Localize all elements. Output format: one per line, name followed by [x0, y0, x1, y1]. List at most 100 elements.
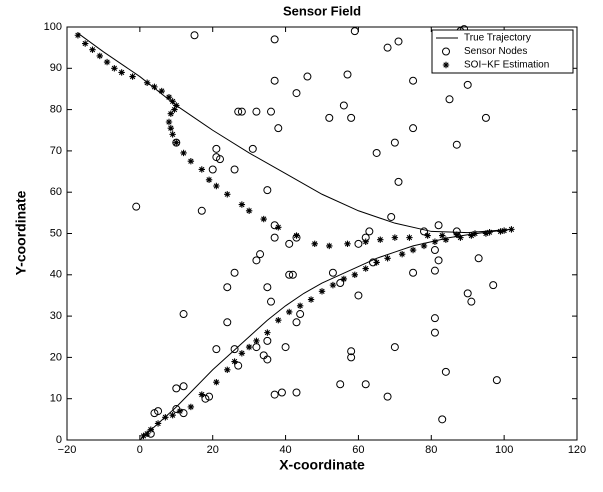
sensor-node: [347, 113, 356, 122]
estimate-point: [96, 52, 103, 60]
estimate-point: [264, 329, 271, 336]
estimate-point: [180, 149, 187, 157]
sensor-node: [230, 345, 239, 354]
estimate-point: [296, 302, 304, 309]
sensor-node: [252, 256, 261, 265]
sensor-node: [438, 415, 447, 424]
sensor-node: [212, 345, 221, 354]
sensor-node: [259, 351, 268, 360]
estimate-point: [373, 259, 380, 266]
sensor-node: [132, 202, 141, 211]
sensor-node: [303, 72, 312, 81]
sensor-node: [383, 43, 392, 52]
sensor-node: [292, 89, 301, 98]
y-tick-label: 10: [50, 393, 62, 405]
sensor-node: [154, 407, 163, 416]
estimate-point: [143, 430, 151, 438]
sensor-node: [234, 107, 243, 116]
estimate-point: [329, 281, 337, 289]
sensor-node: [190, 31, 199, 40]
estimate-point: [158, 87, 165, 95]
estimate-point: [362, 238, 369, 245]
sensor-node: [270, 35, 279, 44]
estimate-point: [351, 271, 358, 278]
sensor-node: [481, 113, 490, 122]
x-tick-label: 40: [279, 444, 291, 456]
sensor-node: [354, 291, 363, 300]
estimate-point: [169, 98, 176, 105]
estimate-point: [457, 234, 464, 241]
estimate-point: [74, 32, 82, 39]
y-tick-label: 20: [50, 351, 62, 363]
estimate-point: [471, 230, 479, 237]
estimate-point: [409, 246, 417, 254]
sensor-node: [172, 138, 181, 147]
x-tick-label: 100: [495, 444, 513, 456]
sensor-node: [394, 177, 403, 186]
legend-label: Sensor Nodes: [464, 46, 527, 57]
sensor-node: [179, 310, 188, 319]
sensor-node: [197, 206, 206, 215]
estimate-point: [198, 166, 205, 173]
estimate-point: [231, 358, 238, 365]
sensor-node: [350, 27, 359, 36]
sensor-node: [365, 227, 374, 236]
y-tick-label: 50: [50, 227, 62, 239]
estimate-point: [213, 182, 220, 190]
estimate-point: [508, 226, 515, 233]
sensor-node: [263, 186, 272, 195]
sensor-node: [216, 155, 224, 164]
sensor-node: [387, 212, 396, 221]
sensor-node: [339, 101, 348, 110]
estimate-point: [82, 40, 89, 47]
estimate-point: [275, 224, 282, 231]
legend-label: SOI−KF Estimation: [464, 60, 549, 71]
x-tick-label: 0: [137, 444, 143, 456]
sensor-node: [354, 239, 363, 248]
estimate-point: [424, 232, 431, 239]
sensor-node: [285, 270, 294, 279]
estimate-point: [165, 94, 173, 101]
sensor-node: [263, 355, 272, 364]
sensor-node: [267, 297, 275, 306]
estimate-point: [111, 65, 118, 72]
sensor-node: [336, 279, 345, 288]
estimate-point: [318, 288, 326, 295]
sensor-node: [463, 289, 472, 298]
estimate-point: [213, 378, 220, 386]
estimate-point: [439, 232, 446, 239]
estimate-point: [486, 229, 493, 236]
estimate-point: [167, 124, 175, 132]
sensor-node: [263, 283, 272, 292]
x-tick-label: 120: [568, 444, 586, 456]
sensor-node: [270, 390, 279, 399]
sensor-node: [445, 95, 454, 104]
sensor-node: [325, 113, 334, 122]
sensor-node: [230, 165, 239, 174]
estimate-point: [442, 236, 450, 243]
sensor-node: [223, 318, 232, 327]
estimate-point: [391, 234, 399, 241]
estimate-point: [245, 207, 253, 214]
y-tick-label: 80: [50, 104, 62, 116]
estimate-point: [154, 420, 162, 427]
estimate-point: [169, 131, 176, 138]
estimate-point: [171, 106, 178, 113]
sensor-node: [394, 37, 403, 46]
x-axis-label: X-coordinate: [279, 457, 365, 473]
sensor-node: [296, 310, 305, 319]
estimate-point: [224, 366, 231, 373]
estimate-point: [326, 242, 333, 250]
sensor-node: [430, 246, 439, 255]
legend-marker: [442, 47, 450, 56]
sensor-node: [409, 76, 418, 85]
sensor-node: [434, 256, 443, 265]
y-tick-label: 100: [44, 21, 62, 33]
estimate-point: [89, 46, 96, 53]
sensor-node: [347, 347, 356, 356]
estimate-point: [173, 139, 180, 146]
sensor-node: [292, 388, 301, 397]
sensor-node: [467, 297, 476, 306]
y-tick-label: 0: [56, 434, 62, 446]
